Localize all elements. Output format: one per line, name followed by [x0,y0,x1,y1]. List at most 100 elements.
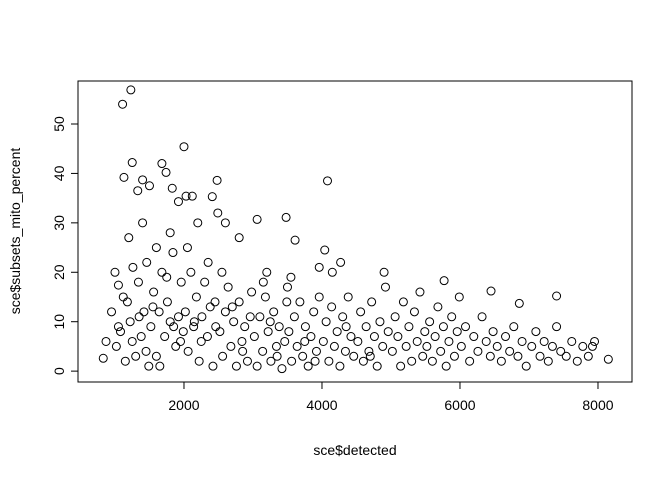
point [404,322,414,332]
point [380,282,390,292]
point [160,332,170,342]
point [314,292,324,302]
point [300,322,310,332]
point [126,85,136,95]
point [148,302,158,312]
point [329,341,339,351]
point [245,312,255,322]
point [572,356,582,366]
point [197,312,207,322]
point [144,361,154,371]
point [567,336,577,346]
point [240,322,250,332]
point [492,341,502,351]
point [378,341,388,351]
point [578,341,588,351]
point [168,248,178,258]
point [128,262,138,272]
point [390,312,400,322]
point [193,218,203,228]
point [284,327,294,337]
point [252,214,262,224]
point [116,327,126,337]
point [430,332,440,342]
point [311,346,321,356]
point [318,336,328,346]
point [162,272,172,282]
point [186,267,196,277]
y-tick-label: 50 [51,116,67,132]
point [217,267,227,277]
point [194,356,204,366]
point [118,292,128,302]
point [314,262,324,272]
point [488,327,498,337]
x-tick-label: 6000 [444,397,475,413]
point [151,243,161,253]
point [332,327,342,337]
point [295,297,305,307]
point [422,341,432,351]
point [509,322,519,332]
x-axis-title: sce$detected [313,442,396,458]
point [183,346,193,356]
point [535,351,545,361]
point [465,356,475,366]
point [561,351,571,361]
point [220,307,230,317]
point [154,307,164,317]
point [220,218,230,228]
point [365,351,375,361]
point [356,307,366,317]
point [587,341,597,351]
point [124,233,134,243]
point [196,336,206,346]
point [211,322,221,332]
point [556,346,566,356]
point [461,322,471,332]
point [436,346,446,356]
point [265,317,275,327]
point [323,176,333,186]
point [552,291,562,301]
point [281,212,291,222]
point [383,327,393,337]
point [122,297,132,307]
point [208,361,218,371]
point [202,332,212,342]
point [469,332,479,342]
point [290,235,300,245]
point [496,356,506,366]
point [501,332,511,342]
point [346,332,356,342]
point [473,346,483,356]
point [396,361,406,371]
point [324,356,334,366]
point [454,292,464,302]
point [320,245,330,255]
point [343,292,353,302]
x-tick-label: 8000 [582,397,613,413]
point [262,267,272,277]
point [260,292,270,302]
point [238,346,248,356]
point [127,336,137,346]
point [169,322,179,332]
point [167,183,177,193]
point [173,197,183,207]
point [513,351,523,361]
x-tick-label: 4000 [306,397,337,413]
point [367,297,377,307]
point [543,356,553,366]
point [131,351,141,361]
point [309,307,319,317]
point [298,351,308,361]
point [282,297,292,307]
point [412,336,422,346]
point [327,267,337,277]
point [157,267,167,277]
point [387,346,397,356]
point [138,175,148,185]
point [119,172,129,182]
